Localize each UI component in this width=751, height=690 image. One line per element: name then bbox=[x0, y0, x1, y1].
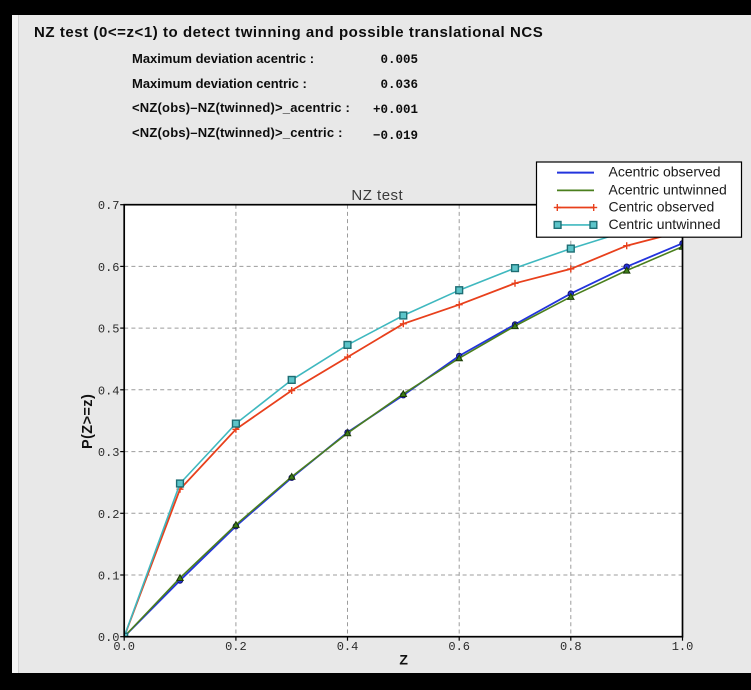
svg-text:0.7: 0.7 bbox=[98, 199, 120, 213]
svg-text:0.6: 0.6 bbox=[98, 261, 120, 275]
svg-text:Acentric untwinned: Acentric untwinned bbox=[609, 181, 727, 197]
svg-text:0.0: 0.0 bbox=[98, 631, 120, 645]
svg-text:0.4: 0.4 bbox=[337, 640, 359, 654]
svg-text:0.5: 0.5 bbox=[98, 323, 120, 337]
svg-text:0.6: 0.6 bbox=[448, 640, 470, 654]
svg-text:0.3: 0.3 bbox=[98, 446, 120, 460]
svg-text:P(Z>=z): P(Z>=z) bbox=[80, 394, 96, 449]
svg-text:0.2: 0.2 bbox=[98, 508, 120, 522]
svg-text:0.0: 0.0 bbox=[113, 640, 135, 654]
svg-text:Centric observed: Centric observed bbox=[609, 199, 715, 215]
svg-text:0.8: 0.8 bbox=[560, 640, 582, 654]
svg-text:0.4: 0.4 bbox=[98, 384, 120, 398]
svg-text:Z: Z bbox=[399, 651, 408, 667]
svg-text:Acentric observed: Acentric observed bbox=[609, 164, 721, 180]
svg-text:Centric untwinned: Centric untwinned bbox=[609, 216, 721, 232]
svg-text:0.2: 0.2 bbox=[225, 640, 247, 654]
svg-text:0.1: 0.1 bbox=[98, 570, 120, 584]
svg-text:1.0: 1.0 bbox=[672, 640, 694, 654]
svg-text:NZ test: NZ test bbox=[351, 187, 403, 204]
